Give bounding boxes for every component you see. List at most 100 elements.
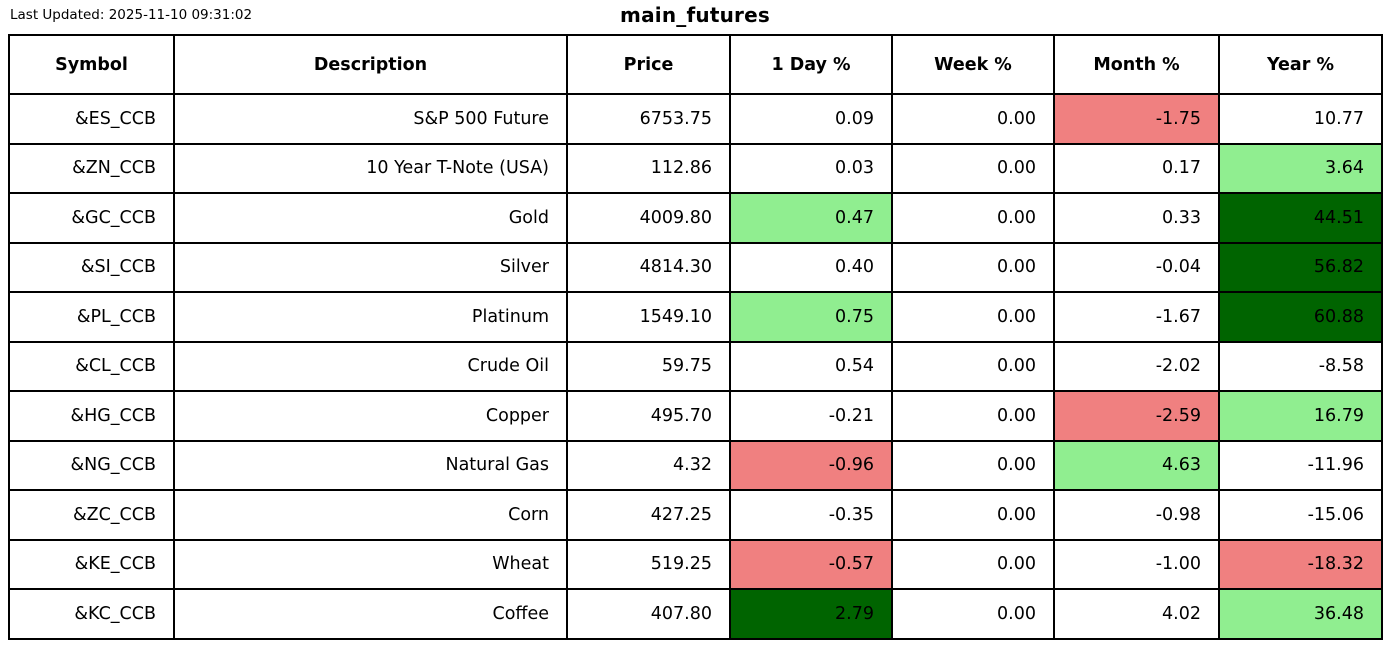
cell-month-pct: -1.75 <box>1053 93 1220 145</box>
cell-symbol: &KE_CCB <box>8 538 175 590</box>
table-row: &GC_CCB Gold 4009.80 0.47 0.00 0.33 44.51 <box>8 192 1383 244</box>
cell-day-pct: 2.79 <box>729 588 893 640</box>
cell-week-pct: 0.00 <box>891 489 1055 541</box>
page-title: main_futures <box>620 3 770 27</box>
cell-month-pct: -0.98 <box>1053 489 1220 541</box>
futures-table: Symbol Description Price 1 Day % Week % Month… <box>8 34 1383 640</box>
cell-price: 6753.75 <box>566 93 731 145</box>
cell-day-pct: 0.03 <box>729 142 893 194</box>
cell-year-pct: 16.79 <box>1218 390 1383 442</box>
cell-description: Crude Oil <box>173 340 568 392</box>
cell-description: Wheat <box>173 538 568 590</box>
column-header-year-pct: Year % <box>1218 34 1383 95</box>
table-row: &CL_CCB Crude Oil 59.75 0.54 0.00 -2.02 -8.58 <box>8 340 1383 392</box>
cell-year-pct: 60.88 <box>1218 291 1383 343</box>
cell-week-pct: 0.00 <box>891 142 1055 194</box>
cell-month-pct: -2.59 <box>1053 390 1220 442</box>
column-header-symbol: Symbol <box>8 34 175 95</box>
cell-day-pct: -0.96 <box>729 439 893 491</box>
table-row: &SI_CCB Silver 4814.30 0.40 0.00 -0.04 56.82 <box>8 241 1383 293</box>
cell-week-pct: 0.00 <box>891 390 1055 442</box>
cell-day-pct: 0.75 <box>729 291 893 343</box>
cell-year-pct: 56.82 <box>1218 241 1383 293</box>
cell-price: 59.75 <box>566 340 731 392</box>
cell-day-pct: 0.09 <box>729 93 893 145</box>
last-updated-text: Last Updated: 2025-11-10 09:31:02 <box>10 7 253 23</box>
table-row: &KC_CCB Coffee 407.80 2.79 0.00 4.02 36.48 <box>8 588 1383 640</box>
column-header-day-pct: 1 Day % <box>729 34 893 95</box>
cell-month-pct: 4.02 <box>1053 588 1220 640</box>
table-row: &PL_CCB Platinum 1549.10 0.75 0.00 -1.67 60.88 <box>8 291 1383 343</box>
cell-month-pct: 0.17 <box>1053 142 1220 194</box>
cell-description: Gold <box>173 192 568 244</box>
cell-description: Platinum <box>173 291 568 343</box>
cell-symbol: &HG_CCB <box>8 390 175 442</box>
cell-year-pct: 3.64 <box>1218 142 1383 194</box>
cell-day-pct: 0.40 <box>729 241 893 293</box>
cell-day-pct: 0.47 <box>729 192 893 244</box>
cell-month-pct: 4.63 <box>1053 439 1220 491</box>
cell-day-pct: -0.57 <box>729 538 893 590</box>
cell-year-pct: 36.48 <box>1218 588 1383 640</box>
cell-price: 4009.80 <box>566 192 731 244</box>
column-header-week-pct: Week % <box>891 34 1055 95</box>
cell-year-pct: -15.06 <box>1218 489 1383 541</box>
cell-symbol: &NG_CCB <box>8 439 175 491</box>
cell-symbol: &ZN_CCB <box>8 142 175 194</box>
cell-year-pct: 44.51 <box>1218 192 1383 244</box>
table-row: &ES_CCB S&P 500 Future 6753.75 0.09 0.00 -1.7… <box>8 93 1383 145</box>
column-header-month-pct: Month % <box>1053 34 1220 95</box>
cell-description: Silver <box>173 241 568 293</box>
cell-price: 519.25 <box>566 538 731 590</box>
cell-year-pct: -8.58 <box>1218 340 1383 392</box>
header-row: Symbol Description Price 1 Day % Week % Month… <box>8 34 1383 95</box>
cell-description: Coffee <box>173 588 568 640</box>
table-header: Symbol Description Price 1 Day % Week % Month… <box>8 34 1383 95</box>
cell-symbol: &GC_CCB <box>8 192 175 244</box>
cell-day-pct: -0.35 <box>729 489 893 541</box>
column-header-price: Price <box>566 34 731 95</box>
cell-description: 10 Year T-Note (USA) <box>173 142 568 194</box>
cell-description: S&P 500 Future <box>173 93 568 145</box>
cell-symbol: &SI_CCB <box>8 241 175 293</box>
cell-price: 427.25 <box>566 489 731 541</box>
cell-week-pct: 0.00 <box>891 291 1055 343</box>
table-body: &ES_CCB S&P 500 Future 6753.75 0.09 0.00 -1.7… <box>8 93 1383 640</box>
cell-price: 495.70 <box>566 390 731 442</box>
cell-price: 1549.10 <box>566 291 731 343</box>
cell-year-pct: -18.32 <box>1218 538 1383 590</box>
column-header-description: Description <box>173 34 568 95</box>
table-row: &ZN_CCB 10 Year T-Note (USA) 112.86 0.03 0.0… <box>8 142 1383 194</box>
cell-month-pct: -1.67 <box>1053 291 1220 343</box>
cell-week-pct: 0.00 <box>891 538 1055 590</box>
cell-symbol: &CL_CCB <box>8 340 175 392</box>
cell-day-pct: -0.21 <box>729 390 893 442</box>
cell-week-pct: 0.00 <box>891 588 1055 640</box>
cell-price: 407.80 <box>566 588 731 640</box>
cell-symbol: &PL_CCB <box>8 291 175 343</box>
cell-price: 4814.30 <box>566 241 731 293</box>
cell-day-pct: 0.54 <box>729 340 893 392</box>
cell-week-pct: 0.00 <box>891 192 1055 244</box>
cell-week-pct: 0.00 <box>891 439 1055 491</box>
cell-price: 4.32 <box>566 439 731 491</box>
cell-month-pct: -0.04 <box>1053 241 1220 293</box>
table-row: &KE_CCB Wheat 519.25 -0.57 0.00 -1.00 -18.32 <box>8 538 1383 590</box>
cell-month-pct: 0.33 <box>1053 192 1220 244</box>
table-row: &NG_CCB Natural Gas 4.32 -0.96 0.00 4.63 -11.9… <box>8 439 1383 491</box>
cell-month-pct: -2.02 <box>1053 340 1220 392</box>
table-row: &HG_CCB Copper 495.70 -0.21 0.00 -2.59 16.79 <box>8 390 1383 442</box>
cell-symbol: &ES_CCB <box>8 93 175 145</box>
cell-symbol: &ZC_CCB <box>8 489 175 541</box>
table-row: &ZC_CCB Corn 427.25 -0.35 0.00 -0.98 -15.06 <box>8 489 1383 541</box>
cell-week-pct: 0.00 <box>891 93 1055 145</box>
cell-symbol: &KC_CCB <box>8 588 175 640</box>
cell-week-pct: 0.00 <box>891 340 1055 392</box>
cell-year-pct: 10.77 <box>1218 93 1383 145</box>
cell-price: 112.86 <box>566 142 731 194</box>
cell-week-pct: 0.00 <box>891 241 1055 293</box>
cell-month-pct: -1.00 <box>1053 538 1220 590</box>
cell-description: Natural Gas <box>173 439 568 491</box>
cell-description: Copper <box>173 390 568 442</box>
cell-year-pct: -11.96 <box>1218 439 1383 491</box>
